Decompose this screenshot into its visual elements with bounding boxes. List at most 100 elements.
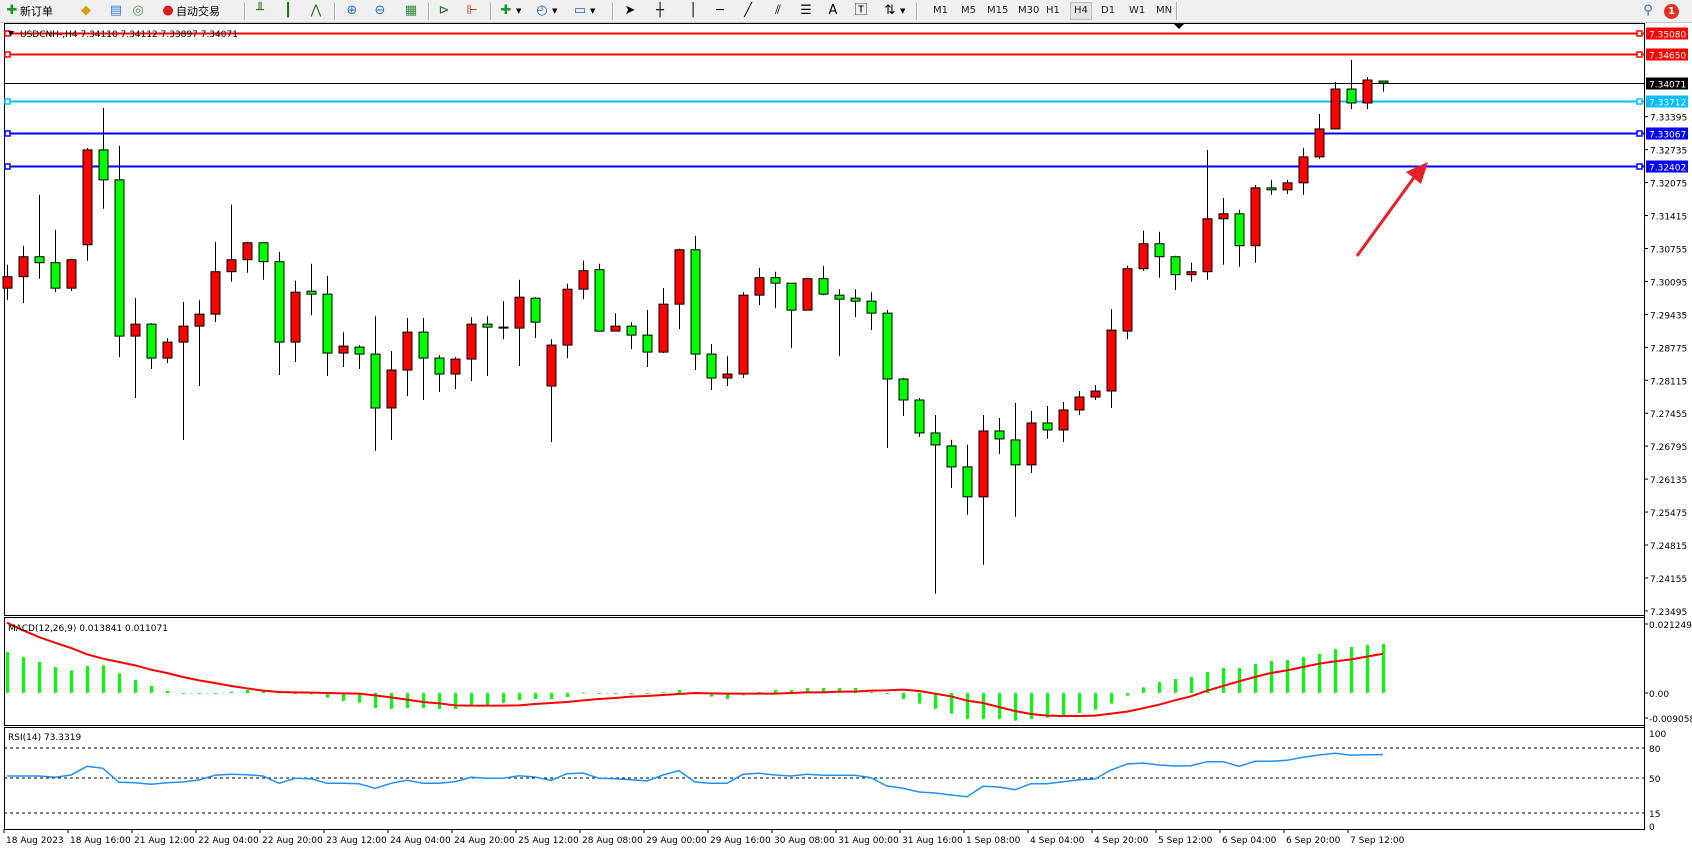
horizontal-line-tool[interactable]: ─ [712, 2, 728, 20]
candle [418, 318, 429, 400]
candle [402, 318, 413, 397]
candle [482, 316, 493, 377]
search-button[interactable]: ⚲ [1640, 2, 1656, 20]
candlestick-button[interactable]: ┃ [280, 2, 296, 20]
price-tick-label: 7.26795 [1650, 443, 1687, 453]
candle-body-down [434, 357, 445, 375]
new-order-button[interactable]: ✚ 新订单 [4, 2, 53, 20]
crosshair-tool[interactable]: ┼ [652, 2, 668, 20]
timeframe-d1[interactable]: D1 [1101, 5, 1116, 16]
time-label: 29 Aug 00:00 [646, 836, 707, 846]
time-label: 5 Sep 12:00 [1158, 836, 1213, 846]
trendline-tool[interactable]: ╱ [740, 2, 756, 20]
candle [594, 263, 605, 332]
collapse-triangle-icon[interactable] [8, 31, 14, 36]
market-watch-button[interactable]: ◆ [78, 2, 94, 20]
arrows-icon: ⇅ [884, 3, 896, 18]
candle-body-up [162, 341, 173, 359]
line-anchor-handle[interactable] [1636, 130, 1643, 137]
horizontal-line-7.35080[interactable]: 7.35080 [4, 27, 1688, 41]
chart-shift-button[interactable]: ⊩ [464, 2, 480, 20]
bar-chart-button[interactable]: ╨ [252, 2, 268, 20]
templates-dropdown[interactable]: ▭ ▼ [572, 2, 596, 20]
horizontal-line-7.33712[interactable]: 7.33712 [4, 95, 1688, 109]
timeframe-m1[interactable]: M1 [933, 5, 948, 16]
timeframe-m15[interactable]: M15 [987, 5, 1009, 16]
macd-histogram-bar [726, 693, 729, 699]
line-anchor-handle[interactable] [4, 51, 11, 58]
price-label-background [1646, 27, 1688, 40]
candle [1090, 385, 1101, 400]
candle-body-down [1346, 88, 1357, 104]
time-label: 4 Sep 20:00 [1094, 836, 1149, 846]
candle-body-down [418, 331, 429, 359]
annotation-arrow[interactable] [1355, 162, 1428, 257]
horizontal-line-7.33067[interactable]: 7.33067 [4, 127, 1688, 141]
rsi-line [7, 752, 1384, 798]
indicators-dropdown[interactable]: ✚ ▼ [498, 2, 522, 20]
timeframe-w1[interactable]: W1 [1129, 5, 1146, 16]
macd-histogram-bar [326, 693, 329, 698]
timeframe-mn[interactable]: MN [1156, 5, 1173, 16]
auto-scroll-button[interactable]: ⊳ [436, 2, 452, 20]
candle-body-down [1234, 213, 1245, 247]
fibonacci-tool[interactable]: ☰ [798, 2, 814, 20]
macd-histogram-bar [166, 691, 169, 693]
candle [1026, 410, 1037, 473]
candle-body-down [146, 323, 157, 359]
candle-body-down [498, 326, 509, 329]
text-tool[interactable]: A [825, 2, 841, 20]
candle-body-down [114, 179, 125, 337]
time-label: 31 Aug 16:00 [902, 836, 963, 846]
arrow-head-icon[interactable] [1406, 162, 1428, 184]
arrow-shaft[interactable] [1355, 171, 1420, 257]
text-label-tool[interactable]: 🅃 [853, 2, 869, 20]
macd-histogram-bar [1222, 668, 1225, 693]
timeframe-m30[interactable]: M30 [1018, 5, 1040, 16]
candle-body-up [1362, 79, 1373, 104]
candle [434, 355, 445, 393]
line-anchor-handle[interactable] [1636, 98, 1643, 105]
arrows-dropdown[interactable]: ⇅ ▼ [882, 2, 906, 20]
zoom-in-button[interactable]: ⊕ [344, 2, 360, 20]
line-anchor-handle[interactable] [1636, 51, 1643, 58]
line-anchor-handle[interactable] [4, 130, 11, 137]
auto-scroll-icon: ⊳ [438, 3, 450, 18]
macd-histogram-bar [390, 693, 393, 709]
line-chart-button[interactable]: ⋀ [308, 2, 324, 20]
horizontal-line-7.34071[interactable]: 7.34071 [4, 77, 1688, 91]
line-anchor-handle[interactable] [4, 98, 11, 105]
separator [244, 2, 246, 20]
horizontal-line-7.34650[interactable]: 7.34650 [4, 48, 1688, 62]
timeframe-h4[interactable]: H4 [1070, 2, 1092, 20]
cursor-tool[interactable]: ➤ [622, 2, 638, 20]
candle-body-down [530, 297, 541, 323]
candle [1154, 231, 1165, 278]
notifications-button[interactable]: 1 [1664, 2, 1679, 20]
data-window-button[interactable]: ▤ [108, 2, 124, 20]
chart-shift-marker-icon[interactable] [1174, 24, 1184, 29]
macd-histogram-bar [1158, 682, 1161, 693]
candle [1218, 197, 1229, 265]
timeframe-m5[interactable]: M5 [961, 5, 976, 16]
candle [178, 302, 189, 440]
candle [194, 300, 205, 387]
macd-histogram-bar [1078, 693, 1081, 713]
timeframe-h1[interactable]: H1 [1046, 5, 1060, 16]
auto-trading-button[interactable]: ● 自动交易 [160, 2, 220, 20]
horizontal-line-7.32402[interactable]: 7.32402 [4, 160, 1688, 174]
navigator-button[interactable]: ◎ [130, 2, 146, 20]
line-anchor-handle[interactable] [4, 163, 11, 170]
time-label: 24 Aug 20:00 [454, 836, 515, 846]
new-order-label: 新订单 [20, 5, 53, 18]
zoom-out-button[interactable]: ⊖ [372, 2, 388, 20]
periods-dropdown[interactable]: ◴ ▼ [534, 2, 557, 20]
line-anchor-handle[interactable] [1636, 30, 1643, 37]
vertical-line-tool[interactable]: │ [685, 2, 701, 20]
macd-histogram-bar [1254, 663, 1257, 693]
channel-tool[interactable]: ⫽ [770, 2, 786, 20]
candle-body-up [290, 291, 301, 343]
tile-windows-button[interactable]: ▦ [403, 2, 419, 20]
line-anchor-handle[interactable] [1636, 163, 1643, 170]
